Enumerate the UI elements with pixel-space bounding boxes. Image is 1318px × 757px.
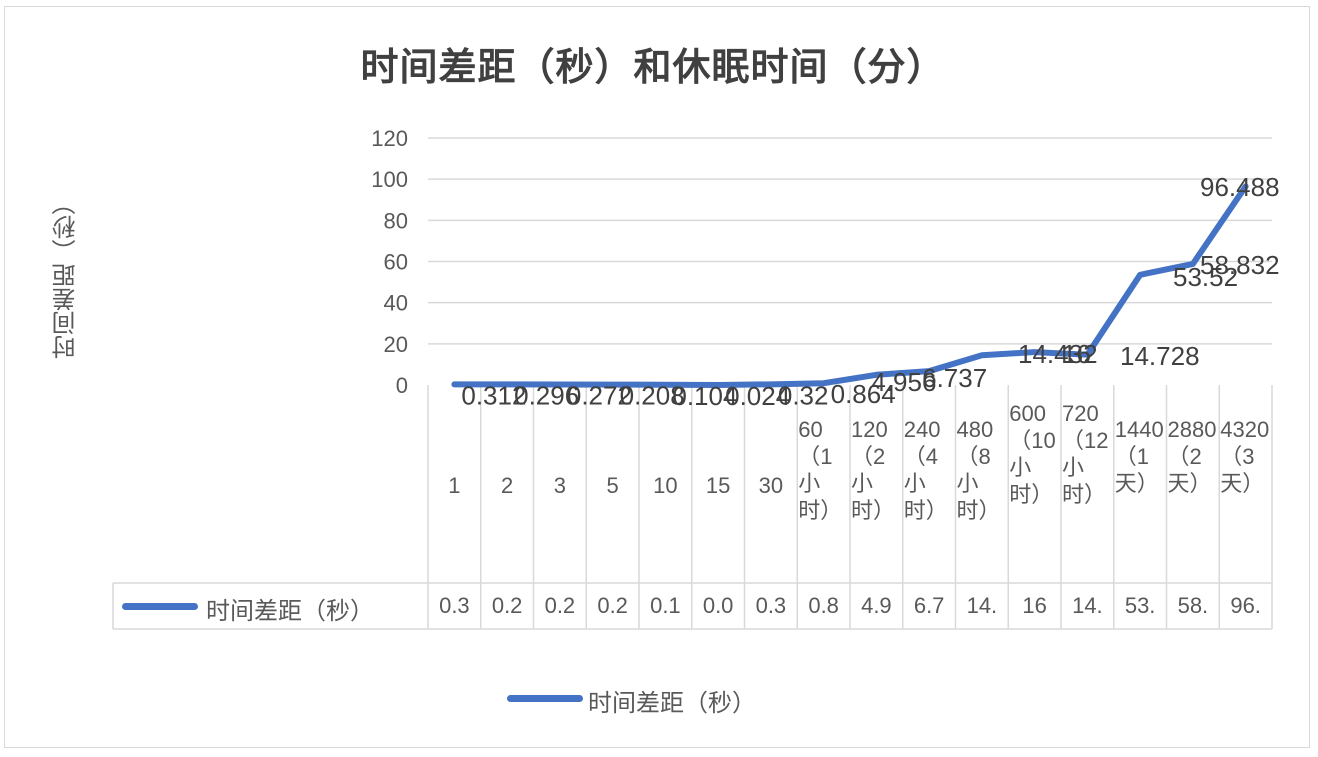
table-legend-line-icon	[122, 603, 198, 610]
legend-line-icon	[507, 695, 583, 702]
table-cell: 96.	[1230, 593, 1261, 618]
data-label: 58.832	[1200, 250, 1280, 280]
x-category-label: 240（4小时）	[903, 417, 948, 523]
data-label: 96.488	[1200, 172, 1280, 202]
x-category-label: 120（2小时）	[851, 417, 896, 523]
table-cell: 0.2	[597, 593, 628, 618]
table-cell: 53.	[1124, 593, 1156, 618]
y-tick-label: 120	[371, 126, 408, 151]
table-cell: 0.3	[755, 593, 787, 618]
table-cell: 0.2	[491, 593, 523, 618]
table-cell: 0.1	[650, 593, 681, 618]
data-label: 53.52	[1173, 262, 1238, 292]
y-tick-label: 60	[384, 250, 408, 275]
y-tick-label: 40	[384, 291, 408, 316]
x-category-label: 1	[448, 473, 461, 498]
x-category-label: 2	[501, 473, 514, 498]
data-label: 0.296	[514, 380, 579, 410]
x-category-label: 5	[606, 473, 619, 498]
data-label: 14.432	[1018, 339, 1098, 369]
data-label: 4.956	[871, 367, 936, 397]
x-category-label: 10	[653, 473, 678, 498]
y-tick-label: 80	[384, 208, 408, 233]
x-category-label: 60（1小时）	[798, 417, 843, 523]
data-label: 0.104	[672, 381, 737, 411]
y-tick-label: 100	[371, 167, 408, 192]
table-cell: 14.	[966, 593, 998, 618]
legend-label: 时间差距（秒）	[588, 689, 756, 717]
x-category-label: 4320（3天）	[1220, 417, 1270, 496]
x-category-label: 720（12小时）	[1062, 401, 1109, 507]
data-label: 14.728	[1120, 341, 1200, 371]
chart-title: 时间差距（秒）和休眠时间（分）	[360, 44, 946, 89]
x-category-label: 600（10小时）	[1009, 401, 1056, 507]
table-cell: 14.	[1072, 593, 1103, 618]
data-label: 16	[1062, 339, 1091, 369]
x-category-label: 480（8小时）	[956, 417, 1001, 523]
table-cell: 4.9	[861, 593, 892, 618]
x-category-label: 30	[758, 473, 784, 498]
series-line	[451, 183, 1249, 388]
data-label: 0.024	[725, 381, 790, 411]
data-label: 0.312	[461, 380, 526, 410]
table-series-name: 时间差距（秒）	[206, 597, 374, 625]
data-label: 6.737	[922, 363, 987, 393]
table-cell: 0.0	[702, 593, 734, 618]
x-category-label: 15	[705, 473, 731, 498]
x-category-label: 1440（1天）	[1114, 417, 1164, 496]
y-tick-label: 20	[384, 332, 408, 357]
chart-frame	[4, 6, 1310, 748]
data-label: 0.864	[831, 379, 896, 409]
data-label: 0.208	[620, 381, 685, 411]
y-tick-label: 0	[396, 373, 408, 398]
table-cell: 58.	[1177, 593, 1209, 618]
table-cell: 0.8	[808, 593, 839, 618]
x-category-label: 2880（2天）	[1167, 417, 1217, 496]
data-label: 0.32	[778, 380, 829, 410]
table-cell: 16	[1022, 593, 1047, 618]
data-label: 0.272	[567, 380, 632, 410]
table-cell: 6.7	[913, 593, 945, 618]
table-cell: 0.2	[544, 593, 576, 618]
x-category-label: 3	[553, 473, 566, 498]
table-cell: 0.3	[439, 593, 470, 618]
